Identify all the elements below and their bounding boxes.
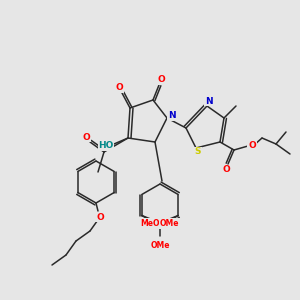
- Text: O: O: [157, 76, 165, 85]
- Text: MeO: MeO: [141, 219, 160, 228]
- Text: O: O: [96, 212, 104, 221]
- Text: O: O: [82, 133, 90, 142]
- Text: O: O: [248, 142, 256, 151]
- Text: S: S: [195, 148, 201, 157]
- Text: O: O: [222, 166, 230, 175]
- Text: N: N: [168, 112, 176, 121]
- Text: OMe: OMe: [150, 242, 170, 250]
- Text: N: N: [205, 97, 213, 106]
- Text: O: O: [115, 83, 123, 92]
- Text: HO: HO: [98, 142, 114, 151]
- Text: OMe: OMe: [160, 219, 179, 228]
